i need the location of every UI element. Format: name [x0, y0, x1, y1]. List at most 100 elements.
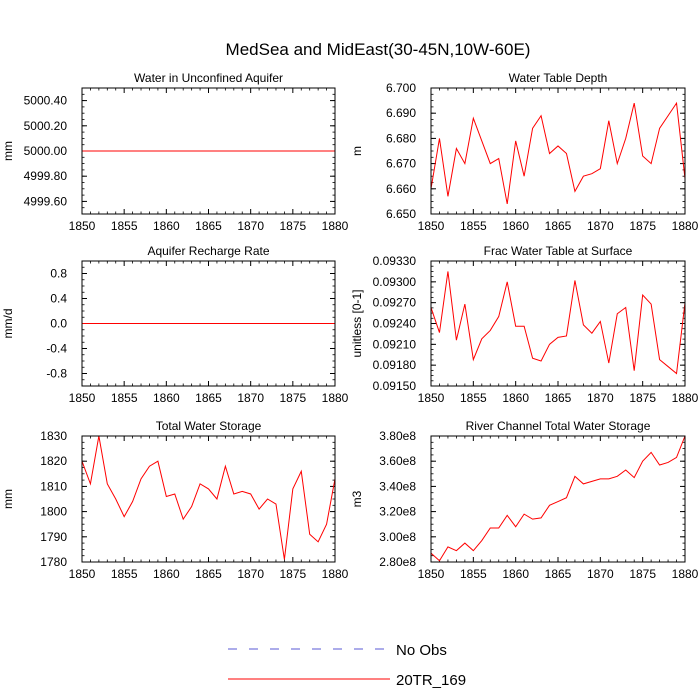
x-tick-label: 1875	[279, 567, 306, 581]
x-tick-label: 1850	[69, 391, 96, 405]
panel-6: River Channel Total Water Storage m3 1850 1…	[350, 419, 699, 581]
x-tick-label: 1870	[587, 391, 614, 405]
panel-3: Aquifer Recharge Rate mm/d 1850 1855 1860 186…	[1, 244, 349, 405]
y-tick-label: 0.09330	[373, 254, 417, 268]
y-tick-label: 5000.40	[24, 94, 68, 108]
y-tick-label: 6.670	[386, 157, 416, 171]
x-tick-label: 1865	[545, 567, 572, 581]
x-tick-label: 1855	[111, 567, 138, 581]
y-tick-label: 3.40e8	[379, 479, 416, 493]
x-tick-label: 1860	[153, 391, 180, 405]
panel-4: Frac Water Table at Surface unitless [0-1…	[350, 244, 699, 405]
y-axis-label: mm/d	[1, 309, 15, 339]
y-axis-label: m3	[350, 490, 364, 507]
x-tick-label: 1875	[629, 391, 656, 405]
x-tick-label: 1880	[322, 391, 349, 405]
x-tick-label: 1875	[279, 391, 306, 405]
y-tick-label: 3.20e8	[379, 505, 416, 519]
y-tick-label: 1790	[40, 530, 67, 544]
x-tick-label: 1870	[237, 391, 264, 405]
panel-5: Total Water Storage mm 1850 1855 1860 1865 187…	[1, 419, 349, 581]
y-tick-label: 0.8	[50, 267, 67, 281]
x-tick-label: 1875	[629, 567, 656, 581]
y-tick-label: 1800	[40, 505, 67, 519]
y-tick-label: 6.690	[386, 106, 416, 120]
x-tick-label: 1850	[69, 567, 96, 581]
y-tick-label: 0.09300	[373, 275, 417, 289]
x-tick-label: 1880	[672, 219, 699, 233]
x-tick-label: 1850	[418, 391, 445, 405]
x-tick-label: 1880	[672, 391, 699, 405]
x-tick-label: 1850	[418, 219, 445, 233]
panel-title: Water in Unconfined Aquifer	[134, 71, 283, 85]
x-tick-label: 1875	[279, 219, 306, 233]
plot-frame	[430, 435, 686, 563]
panel-title: River Channel Total Water Storage	[466, 419, 651, 433]
y-tick-label: -0.8	[46, 367, 67, 381]
y-axis-label: mm	[1, 489, 15, 509]
y-axis-label: unitless [0-1]	[350, 289, 364, 357]
y-tick-label: 0.4	[50, 292, 67, 306]
legend-label-20tr-169: 20TR_169	[396, 672, 466, 689]
legend-label-no-obs: No Obs	[396, 642, 447, 659]
x-tick-label: 1855	[111, 219, 138, 233]
x-tick-label: 1880	[322, 567, 349, 581]
series-line-20tr-169	[430, 271, 686, 375]
y-tick-label: 1780	[40, 555, 67, 569]
panel-title: Water Table Depth	[509, 71, 608, 85]
y-tick-label: 0.0	[50, 317, 67, 331]
panel-2: Water Table Depth m 1850 1855 1860 1865 1870 18…	[350, 71, 699, 233]
x-tick-label: 1855	[111, 391, 138, 405]
x-tick-label: 1870	[237, 567, 264, 581]
x-tick-label: 1865	[195, 567, 222, 581]
legend: No Obs 20TR_169	[228, 642, 466, 689]
x-tick-label: 1860	[153, 219, 180, 233]
panel-title: Frac Water Table at Surface	[484, 244, 633, 258]
y-tick-label: 0.09240	[373, 317, 417, 331]
y-tick-label: 1820	[40, 454, 67, 468]
panels: Water in Unconfined Aquifer mm 1850 1855 186…	[1, 71, 699, 581]
plot-frame	[430, 260, 686, 387]
x-tick-label: 1870	[237, 219, 264, 233]
y-tick-label: 0.09210	[373, 337, 417, 351]
x-tick-label: 1855	[460, 219, 487, 233]
y-tick-label: 0.09270	[373, 296, 417, 310]
plot-frame	[81, 260, 336, 387]
x-tick-label: 1860	[502, 391, 529, 405]
panel-title: Aquifer Recharge Rate	[147, 244, 269, 258]
x-tick-label: 1870	[587, 567, 614, 581]
y-tick-label: 6.680	[386, 131, 416, 145]
y-axis-label: mm	[1, 141, 15, 161]
x-tick-label: 1865	[195, 219, 222, 233]
x-tick-label: 1870	[587, 219, 614, 233]
plot-frame	[81, 87, 336, 215]
y-tick-label: 5000.00	[24, 144, 68, 158]
x-tick-label: 1875	[629, 219, 656, 233]
y-tick-label: 4999.80	[24, 169, 68, 183]
y-axis-label: m	[350, 146, 364, 156]
y-tick-label: -0.4	[46, 342, 67, 356]
x-tick-label: 1880	[672, 567, 699, 581]
figure-title: MedSea and MidEast(30-45N,10W-60E)	[226, 40, 531, 59]
x-tick-label: 1880	[322, 219, 349, 233]
y-tick-label: 3.00e8	[379, 530, 416, 544]
x-tick-label: 1865	[545, 391, 572, 405]
y-tick-label: 3.80e8	[379, 429, 416, 443]
x-tick-label: 1860	[502, 219, 529, 233]
panel-1: Water in Unconfined Aquifer mm 1850 1855 186…	[1, 71, 349, 233]
y-tick-label: 2.80e8	[379, 555, 416, 569]
y-tick-label: 6.650	[386, 207, 416, 221]
y-tick-label: 0.09150	[373, 379, 417, 393]
x-tick-label: 1855	[460, 567, 487, 581]
x-tick-label: 1850	[418, 567, 445, 581]
x-tick-label: 1860	[502, 567, 529, 581]
x-tick-label: 1865	[195, 391, 222, 405]
y-tick-label: 0.09180	[373, 358, 417, 372]
y-tick-label: 5000.20	[24, 119, 68, 133]
series-line-20tr-169	[430, 101, 686, 205]
x-tick-label: 1865	[545, 219, 572, 233]
x-tick-label: 1855	[460, 391, 487, 405]
y-tick-label: 4999.60	[24, 194, 68, 208]
y-tick-label: 1810	[40, 479, 67, 493]
y-tick-label: 1830	[40, 429, 67, 443]
